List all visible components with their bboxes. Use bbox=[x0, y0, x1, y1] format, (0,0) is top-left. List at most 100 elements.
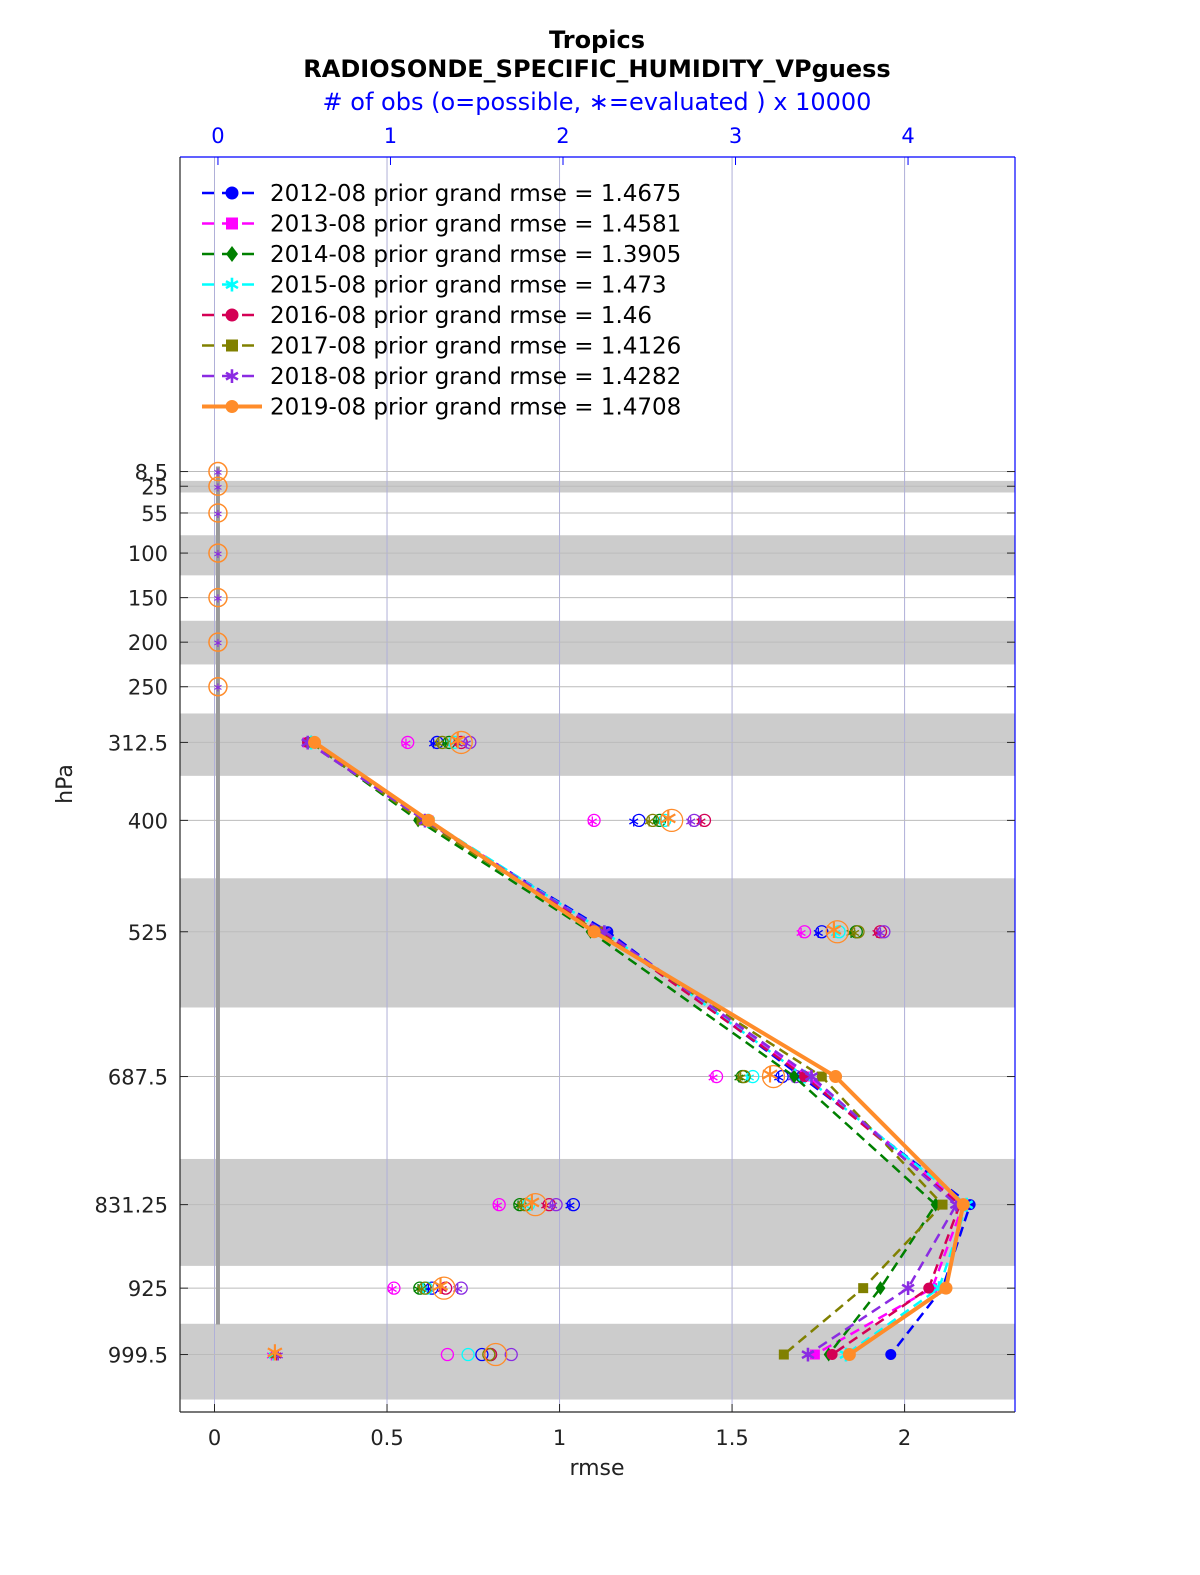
obs-possible-marker bbox=[660, 808, 684, 833]
series-marker bbox=[226, 246, 238, 262]
obs-evaluated-marker: ∗ bbox=[460, 733, 473, 752]
obs-evaluated-zero: ∗ bbox=[213, 681, 224, 696]
obs-possible-zero bbox=[208, 476, 228, 497]
obs-evaluated-marker: ∗ bbox=[385, 1279, 398, 1298]
obs-possible-marker bbox=[761, 1064, 786, 1089]
obs-evaluated-marker: ∗ bbox=[563, 1196, 576, 1215]
y-axis-label: hPa bbox=[53, 764, 78, 804]
x-tick-label: 2 bbox=[898, 1426, 911, 1450]
series-marker bbox=[923, 1282, 935, 1294]
obs-possible-marker bbox=[566, 1197, 580, 1212]
obs-possible-marker bbox=[815, 925, 829, 939]
obs-possible-marker bbox=[387, 1281, 401, 1295]
top-tick-label: 4 bbox=[901, 124, 914, 148]
obs-possible-marker bbox=[401, 735, 415, 750]
obs-evaluated-zero: ∗ bbox=[213, 547, 224, 562]
series-marker bbox=[826, 1349, 838, 1361]
obs-evaluated-marker: ∗ bbox=[270, 1346, 283, 1365]
series-marker bbox=[842, 1348, 856, 1362]
obs-possible-marker bbox=[746, 1069, 760, 1084]
rmse-series-lines: ∗∗∗∗∗∗∗∗∗∗∗∗∗∗ bbox=[298, 730, 975, 1367]
obs-evaluated-marker: ∗ bbox=[812, 923, 825, 942]
shaded-band bbox=[180, 878, 1015, 1008]
y-tick-label: 400 bbox=[128, 809, 168, 833]
obs-evaluated-marker: ∗ bbox=[649, 811, 662, 830]
series-marker bbox=[226, 339, 238, 352]
obs-evaluated-marker: ∗ bbox=[657, 803, 679, 833]
obs-evaluated-marker: ∗ bbox=[848, 923, 861, 942]
series-marker bbox=[226, 217, 238, 230]
obs-possible-marker bbox=[413, 1281, 427, 1295]
y-axis-ticks: 8.525 55 100 150 200 250 312.5 400 525 687.5 831.2… bbox=[95, 461, 1015, 1368]
obs-evaluated-marker: ∗ bbox=[439, 733, 452, 752]
shaded-band bbox=[180, 1158, 1015, 1266]
legend-label: 2014-08 prior grand rmse = 1.3905 bbox=[270, 242, 681, 268]
obs-evaluated-marker: ∗ bbox=[436, 1279, 449, 1298]
obs-evaluated-marker: ∗ bbox=[823, 915, 845, 945]
series-marker bbox=[956, 1198, 970, 1212]
obs-possible-marker bbox=[492, 1197, 506, 1212]
series-marker bbox=[858, 1283, 869, 1294]
series-marker bbox=[225, 308, 239, 322]
top-tick-label: 3 bbox=[729, 124, 742, 148]
series-marker bbox=[816, 1071, 827, 1082]
obs-possible-marker bbox=[737, 1069, 751, 1084]
obs-evaluated-marker: ∗ bbox=[272, 1346, 285, 1365]
obs-possible-marker bbox=[587, 813, 601, 828]
series-marker bbox=[416, 815, 427, 826]
obs-possible-marker bbox=[687, 813, 701, 828]
obs-evaluated-zero: ∗ bbox=[213, 507, 224, 522]
obs-possible-marker bbox=[484, 1342, 508, 1367]
obs-evaluated-marker: ∗ bbox=[706, 1068, 719, 1087]
obs-possible-marker bbox=[454, 735, 468, 750]
x-tick-label: 0.5 bbox=[370, 1426, 403, 1450]
obs-possible-marker bbox=[646, 813, 660, 828]
obs-possible-marker bbox=[873, 925, 888, 939]
y-tick-label: 25 bbox=[141, 475, 168, 499]
obs-evaluated-marker: ∗ bbox=[546, 1196, 559, 1215]
x-tick-label: 1 bbox=[553, 1426, 566, 1450]
y-tick-label: 150 bbox=[128, 587, 168, 611]
obs-possible-marker bbox=[523, 1192, 548, 1217]
obs-possible-zero bbox=[208, 503, 228, 523]
series-marker: ∗ bbox=[899, 1276, 917, 1301]
obs-possible-marker bbox=[632, 813, 646, 828]
obs-possible-marker bbox=[449, 730, 473, 755]
obs-possible-marker bbox=[475, 1347, 489, 1362]
observation-count-markers: ∗∗∗∗∗∗∗∗∗∗∗∗∗∗∗∗∗∗∗∗∗∗∗∗∗∗∗∗∗∗∗∗∗∗∗∗∗∗∗∗… bbox=[208, 461, 891, 1368]
obs-evaluated-marker: ∗ bbox=[427, 733, 440, 752]
obs-evaluated-marker: ∗ bbox=[586, 811, 599, 830]
series-marker bbox=[789, 1069, 800, 1084]
y-tick-label: 687.5 bbox=[108, 1066, 168, 1090]
plot-frame bbox=[179, 156, 1016, 1413]
series-marker bbox=[885, 1349, 897, 1361]
x-axis-ticks: 0 0.5 1 1.5 2 bbox=[208, 1404, 911, 1450]
y-tick-label: 8.5 bbox=[135, 461, 168, 485]
y-tick-label: 999.5 bbox=[108, 1344, 168, 1368]
obs-evaluated-marker: ∗ bbox=[759, 1060, 781, 1090]
obs-possible-marker bbox=[652, 813, 667, 828]
obs-possible-marker bbox=[832, 925, 846, 939]
obs-evaluated-zero: ∗ bbox=[213, 636, 224, 651]
obs-evaluated-marker: ∗ bbox=[264, 1338, 286, 1368]
top-tick-label: 2 bbox=[556, 124, 569, 148]
series-marker: ∗ bbox=[223, 364, 241, 389]
legend-label: 2016-08 prior grand rmse = 1.46 bbox=[270, 303, 652, 329]
legend-label: 2015-08 prior grand rmse = 1.473 bbox=[270, 273, 667, 299]
obs-evaluated-marker: ∗ bbox=[521, 1188, 543, 1218]
top-tick-label: 1 bbox=[384, 124, 397, 148]
obs-evaluated-marker: ∗ bbox=[734, 1068, 747, 1087]
obs-possible-marker bbox=[482, 1347, 496, 1362]
obs-possible-marker bbox=[697, 813, 712, 828]
series-marker bbox=[225, 186, 239, 200]
y-tick-label: 312.5 bbox=[108, 731, 168, 755]
obs-evaluated-marker: ∗ bbox=[266, 1346, 279, 1365]
obs-evaluated-marker: ∗ bbox=[491, 1196, 504, 1215]
x-tick-label: 0 bbox=[208, 1426, 221, 1450]
obs-evaluated-zero: ∗ bbox=[213, 466, 224, 481]
series-marker: ∗ bbox=[799, 1343, 817, 1368]
obs-evaluated-marker: ∗ bbox=[415, 1279, 428, 1298]
obs-possible-marker bbox=[521, 1197, 536, 1212]
obs-evaluated-marker: ∗ bbox=[794, 923, 807, 942]
